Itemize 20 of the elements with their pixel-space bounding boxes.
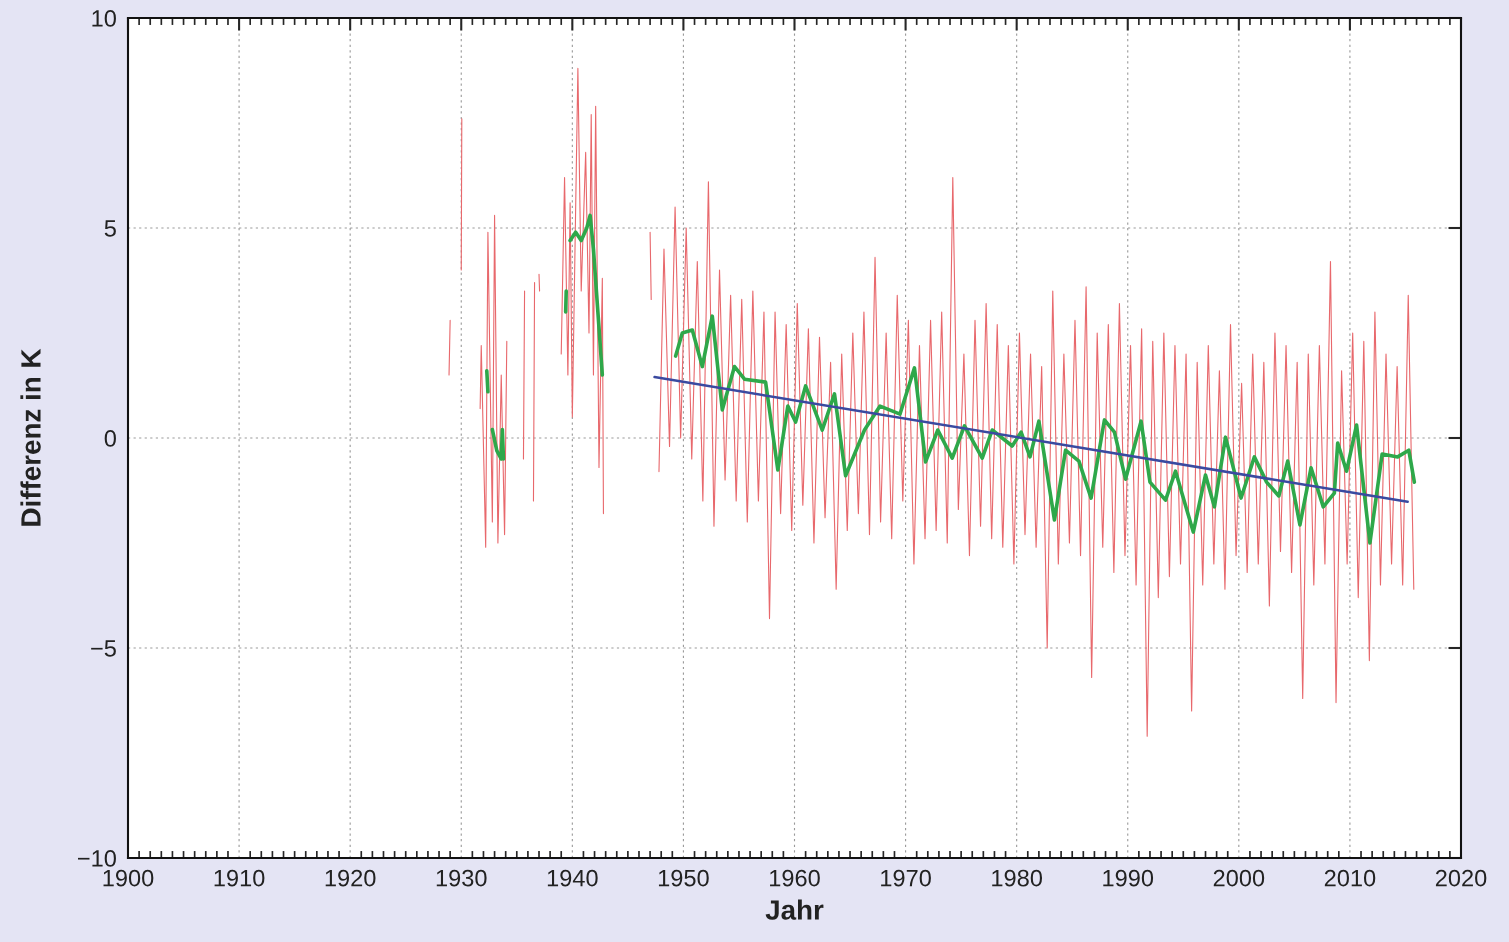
x-tick-label: 1980 <box>992 869 1043 887</box>
x-tick-label: 1950 <box>658 869 709 887</box>
x-tick-label: 1930 <box>436 869 487 887</box>
x-tick-label: 2000 <box>1213 869 1265 887</box>
x-tick-label: 1910 <box>214 869 265 887</box>
y-tick-label: −10 <box>78 850 116 867</box>
x-axis-title: Jahr <box>765 899 824 920</box>
x-tick-label: 1960 <box>770 869 820 887</box>
x-tick-label: 1900 <box>103 869 154 887</box>
y-tick-label: 5 <box>104 220 116 237</box>
x-tick-label: 2020 <box>1435 869 1487 887</box>
y-tick-label: 10 <box>92 10 116 27</box>
x-tick-label: 1920 <box>325 869 376 887</box>
x-tick-label: 1940 <box>547 869 598 887</box>
x-tick-label: 1970 <box>881 869 931 887</box>
y-tick-label: 0 <box>104 430 116 447</box>
x-tick-label: 1990 <box>1103 869 1154 887</box>
x-tick-label: 2010 <box>1324 869 1376 887</box>
y-axis-title: Differenz in K <box>20 348 41 526</box>
y-tick-label: −5 <box>91 640 116 657</box>
